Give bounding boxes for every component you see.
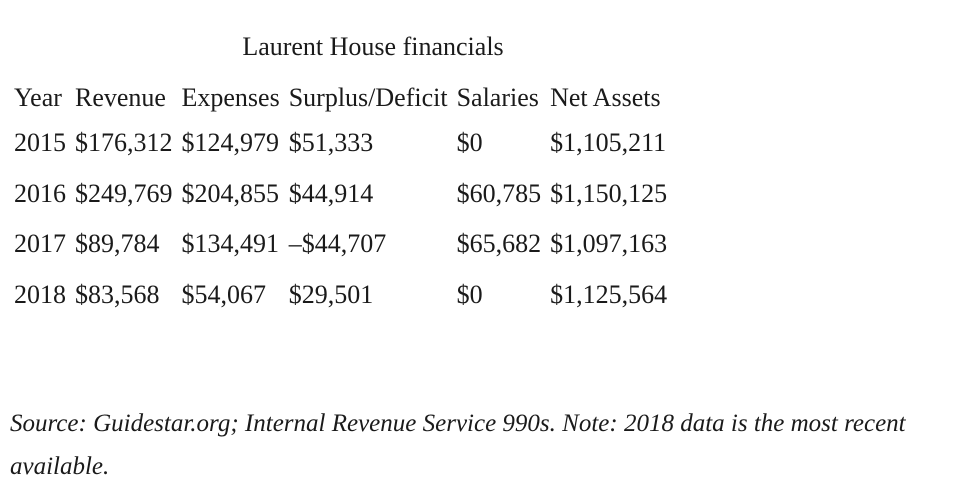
cell-revenue: $89,784: [75, 229, 160, 259]
cell-revenue: $83,568: [75, 279, 160, 309]
cell-net-assets: $1,125,564: [550, 279, 668, 309]
cell-surplus-deficit: $44,914: [288, 178, 374, 208]
cell-year: 2018: [14, 279, 66, 309]
cell-expenses: $134,491: [181, 229, 280, 259]
table-caption: Laurent House financials: [242, 32, 504, 61]
column-header-expenses: Expenses: [181, 83, 280, 112]
table-row: 2018 $83,568 $54,067 $29,501 $0 $1,125,5…: [10, 270, 672, 321]
column-header-surplus-deficit: Surplus/Deficit: [288, 83, 448, 112]
financials-table: Year Revenue Expenses Surplus/Deficit Sa…: [10, 78, 672, 320]
source-note: Source: Guidestar.org; Internal Revenue …: [10, 410, 906, 480]
cell-net-assets: $1,097,163: [550, 229, 668, 259]
cell-salaries: $60,785: [456, 178, 542, 208]
cell-year: 2016: [14, 178, 66, 208]
table-row: 2017 $89,784 $134,491 –$44,707 $65,682 $…: [10, 219, 672, 270]
column-header-revenue: Revenue: [75, 83, 166, 112]
cell-net-assets: $1,150,125: [550, 178, 668, 208]
header-row: Year Revenue Expenses Surplus/Deficit Sa…: [10, 78, 672, 118]
cell-expenses: $54,067: [181, 279, 267, 309]
cell-expenses: $204,855: [181, 178, 280, 208]
cell-surplus-deficit: $29,501: [288, 279, 374, 309]
column-header-salaries: Salaries: [456, 83, 539, 112]
cell-year: 2017: [14, 229, 66, 259]
cell-salaries: $65,682: [456, 229, 542, 259]
cell-salaries: $0: [456, 279, 483, 309]
cell-surplus-deficit: $51,333: [288, 128, 374, 158]
cell-surplus-deficit: –$44,707: [288, 229, 387, 259]
cell-year: 2015: [14, 128, 66, 158]
cell-net-assets: $1,105,211: [550, 128, 667, 158]
column-header-year: Year: [14, 83, 62, 112]
cell-revenue: $176,312: [75, 128, 173, 158]
cell-revenue: $249,769: [75, 178, 173, 208]
table-row: 2016 $249,769 $204,855 $44,914 $60,785 $…: [10, 169, 672, 220]
column-header-net-assets: Net Assets: [550, 83, 661, 112]
cell-salaries: $0: [456, 128, 483, 158]
cell-expenses: $124,979: [181, 128, 280, 158]
table-row: 2015 $176,312 $124,979 $51,333 $0 $1,105…: [10, 118, 672, 169]
